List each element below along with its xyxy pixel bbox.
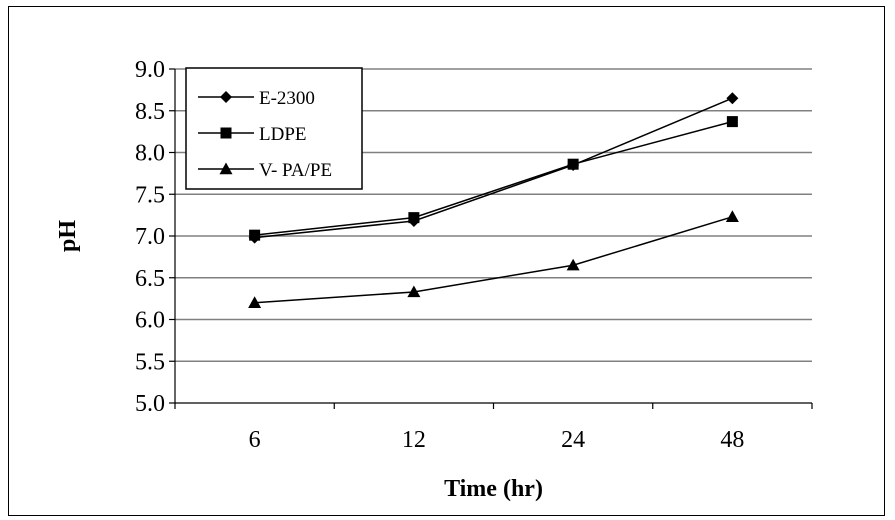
legend: E-2300 LDPE V- PA/PE — [185, 67, 363, 190]
axes — [169, 68, 813, 409]
data-point-v-pa-pe — [566, 258, 580, 271]
y-tick-label: 8.5 — [135, 99, 165, 125]
data-point-v-pa-pe — [248, 296, 262, 308]
gridlines — [175, 68, 812, 362]
data-point-ldpe — [249, 229, 261, 241]
y-tick-label: 9.0 — [135, 57, 165, 83]
y-tick-label: 7.0 — [135, 224, 165, 250]
x-tick-label: 12 — [402, 427, 426, 453]
y-tick-label: 5.0 — [135, 391, 165, 417]
x-axis-title: Time (hr) — [444, 476, 543, 502]
legend-label-v-pa-pe: V- PA/PE — [259, 160, 332, 181]
y-axis-title: pH — [55, 220, 81, 252]
data-point-v-pa-pe — [725, 210, 739, 222]
series-line-ldpe — [254, 120, 733, 236]
x-tick-label: 6 — [249, 427, 261, 453]
data-point-e-2300 — [726, 92, 739, 105]
legend-label-ldpe: LDPE — [259, 124, 307, 145]
data-point-ldpe — [726, 116, 738, 128]
data-point-ldpe — [408, 212, 420, 224]
series-group — [248, 92, 739, 308]
x-tick-labels: 6 12 24 48 — [249, 427, 745, 453]
series-line-e-2300 — [254, 97, 733, 239]
y-tick-label: 6.5 — [135, 266, 165, 292]
legend-box — [185, 67, 363, 190]
x-tick-label: 48 — [720, 427, 744, 453]
legend-marker-ldpe — [220, 127, 232, 139]
y-tick-label: 7.5 — [135, 182, 165, 208]
y-tick-label: 5.5 — [135, 349, 165, 375]
legend-marker-e-2300 — [220, 91, 232, 103]
y-tick-label: 8.0 — [135, 141, 165, 167]
data-point-ldpe — [567, 158, 579, 170]
y-tick-label: 6.0 — [135, 308, 165, 334]
y-tick-labels: 5.0 5.5 6.0 6.5 7.0 7.5 8.0 8.5 9.0 — [135, 57, 165, 417]
legend-label-e-2300: E-2300 — [259, 88, 315, 109]
series-line-v-pa-pe — [254, 216, 733, 304]
chart-frame — [8, 6, 885, 516]
data-point-v-pa-pe — [407, 285, 421, 298]
legend-marker-v-pa-pe — [219, 162, 233, 175]
x-tick-label: 24 — [561, 427, 585, 453]
